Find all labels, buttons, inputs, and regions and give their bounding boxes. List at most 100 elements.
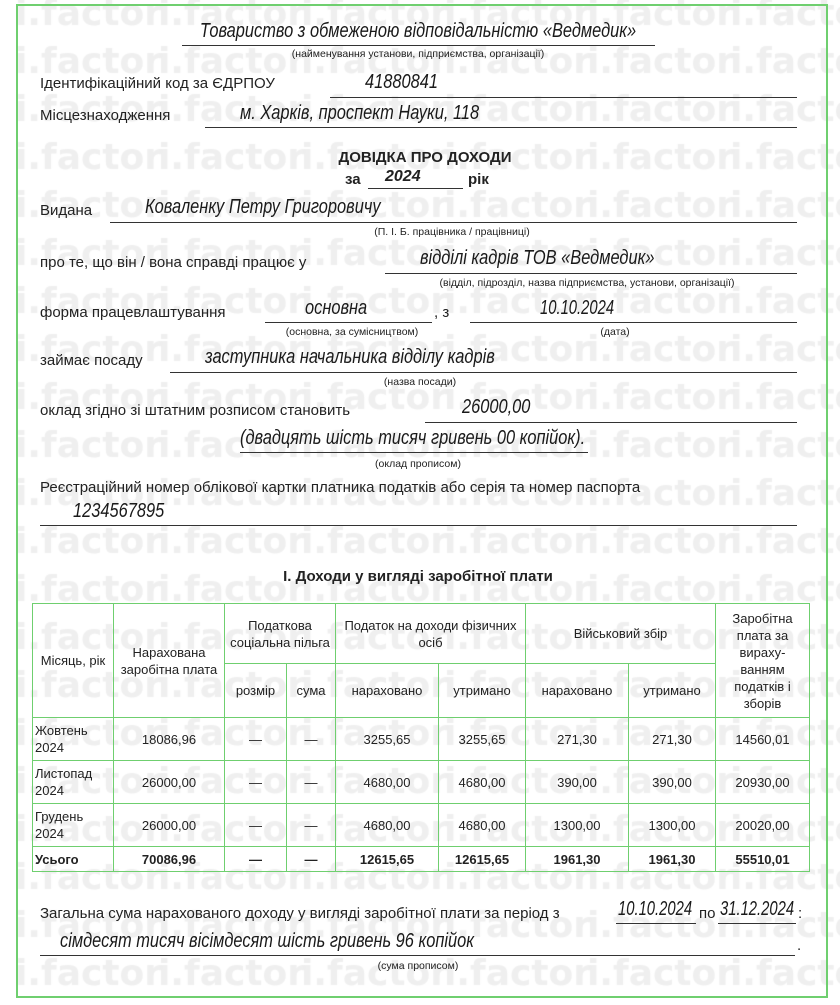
summary-dot: . [797,937,802,954]
cell-benefit-sum: — [286,717,336,761]
table-row: Грудень 2024 26000,00— —4680,00 4680,00 1300… [32,803,810,847]
summary-from: 10.10.2024 [618,898,693,920]
underline [170,372,797,373]
cell-month: Грудень 2024 [32,803,114,847]
employment-label: форма працевлаштування [40,304,226,321]
cell-pit-accrued: 4680,00 [335,803,439,847]
edrpou-label: Ідентифікаційний код за ЄДРПОУ [40,75,275,92]
cell-pit-accrued: 4680,00 [335,760,439,804]
tax-id-value: 1234567895 [73,500,165,522]
header-accrued: Нарахована заробітна плата [113,603,225,718]
header-benefit: Податкова соціальна пільга [224,603,336,664]
location-label: Місцезнаходження [40,107,171,124]
table-row: Жовтень 2024 18086,96— —3255,65 3255,65 271,… [32,717,810,761]
salary-caption: (оклад прописом) [375,458,461,470]
issued-label: Видана [40,202,93,219]
cell-net: 20930,00 [715,760,810,804]
cell-accrued: 26000,00 [113,760,225,804]
underline [40,525,797,526]
tax-id-label: Реєстраційний номер облікової картки пла… [40,479,641,496]
total-month: Усього [32,846,114,872]
header-net: Заробітна плата за вираху-ванням податкі… [715,603,810,718]
header-benefit-sum: сума [286,663,336,718]
employment-caption: (основна, за сумісництвом) [285,326,419,338]
summary-colon: : [798,905,803,922]
position-value: заступника начальника відділу кадрів [205,346,495,368]
cell-military-accrued: 1300,00 [525,803,629,847]
summary-to: 31.12.2024 [720,898,795,920]
total-pit-retained: 12615,65 [438,846,526,872]
summary-words: сімдесят тисяч вісімдесят шість гривень … [60,930,474,952]
underline [205,127,797,128]
cell-accrued: 18086,96 [113,717,225,761]
header-pit-accrued: нараховано [335,663,439,718]
underline [40,955,795,956]
cell-pit-accrued: 3255,65 [335,717,439,761]
cell-month: Жовтень 2024 [32,717,114,761]
underline [470,322,797,323]
location-value: м. Харків, проспект Науки, 118 [240,102,480,124]
cell-benefit-size: — [224,760,287,804]
total-benefit-sum: — [286,846,336,872]
header-benefit-size: розмір [224,663,287,718]
summary-label: Загальна сума нарахованого доходу у вигл… [40,905,560,922]
cell-month: Листопад 2024 [32,760,114,804]
cell-accrued: 26000,00 [113,803,225,847]
underline [385,273,797,274]
date-caption: (дата) [600,326,630,338]
position-caption: (назва посади) [383,376,457,388]
document-frame [16,4,828,998]
cell-military-accrued: 390,00 [525,760,629,804]
underline [110,222,797,223]
cell-military-retained: 271,30 [628,717,716,761]
year-value: 2024 [385,168,421,185]
income-table: Місяць, рік Нарахована заробітна плата П… [32,603,810,872]
underline [425,422,797,423]
underline [368,188,463,189]
works-caption: (відділ, підрозділ, назва підприємства, … [439,277,735,289]
underline [240,452,588,453]
year-prefix: за [345,171,361,188]
summary-caption: (сума прописом) [377,960,459,972]
cell-pit-retained: 3255,65 [438,717,526,761]
salary-words: (двадцять шість тисяч гривень 00 копійок… [240,427,586,449]
cell-benefit-sum: — [286,760,336,804]
underline [718,923,796,924]
works-label: про те, що він / вона справді працює у [40,254,307,271]
cell-net: 20020,00 [715,803,810,847]
total-benefit-size: — [224,846,287,872]
org-name: Товариство з обмеженою відповідальністю … [199,20,637,42]
cell-military-accrued: 271,30 [525,717,629,761]
salary-label: оклад згідно зі штатним розписом станови… [40,402,351,419]
org-caption: (найменування установи, підприємства, ор… [291,48,545,60]
header-military-retained: утримано [628,663,716,718]
cell-benefit-size: — [224,803,287,847]
header-pit: Податок на доходи фізичних осіб [335,603,526,664]
total-military-accrued: 1961,30 [525,846,629,872]
cell-pit-retained: 4680,00 [438,760,526,804]
cell-pit-retained: 4680,00 [438,803,526,847]
cell-benefit-size: — [224,717,287,761]
total-military-retained: 1961,30 [628,846,716,872]
cell-net: 14560,01 [715,717,810,761]
section-title: І. Доходи у вигляді заробітної плати [283,568,553,585]
header-month: Місяць, рік [32,603,114,718]
total-net: 55510,01 [715,846,810,872]
year-suffix: рік [468,171,489,188]
salary-value: 26000,00 [462,396,531,418]
underline [182,45,655,46]
employment-sep: , з [434,304,450,321]
header-pit-retained: утримано [438,663,526,718]
table-row: Листопад 2024 26000,00— —4680,00 4680,00 390… [32,760,810,804]
total-accrued: 70086,96 [113,846,225,872]
employment-date: 10.10.2024 [540,297,615,319]
total-pit-accrued: 12615,65 [335,846,439,872]
cell-benefit-sum: — [286,803,336,847]
header-military-accrued: нараховано [525,663,629,718]
cell-military-retained: 1300,00 [628,803,716,847]
issued-caption: (П. І. Б. працівника / працівниці) [374,226,530,238]
summary-to-label: по [699,905,716,922]
works-value: відділі кадрів ТОВ «Ведмедик» [420,247,655,269]
total-row: Усього 70086,96— —12615,65 12615,65 1961,30 1… [32,846,810,872]
edrpou-value: 41880841 [365,71,438,93]
